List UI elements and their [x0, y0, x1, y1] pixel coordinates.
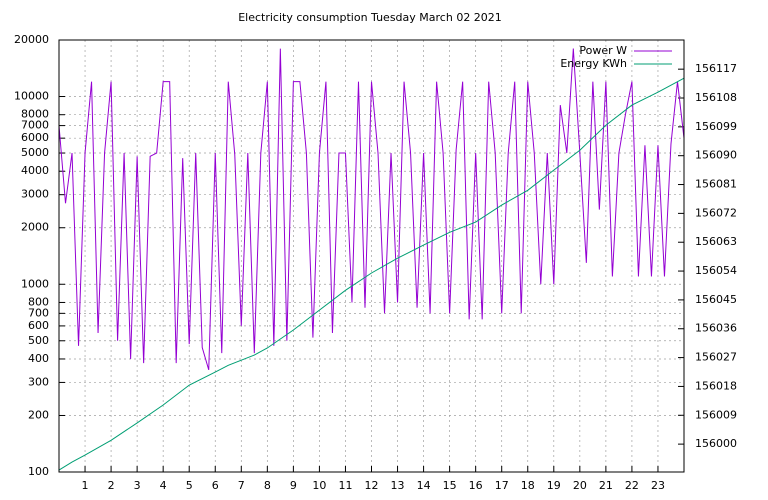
series-line	[58, 48, 685, 371]
y-tick-label: 100	[28, 465, 49, 478]
y-tick-label: 300	[28, 375, 49, 388]
y2-tick-label: 156018	[695, 379, 737, 392]
y-tick-label: 500	[28, 334, 49, 347]
y-tick-label: 10000	[14, 90, 49, 103]
x-tick-label: 2	[108, 479, 115, 492]
y-tick-label: 700	[28, 306, 49, 319]
x-tick-label: 22	[625, 479, 639, 492]
y2-tick-label: 156054	[695, 264, 737, 277]
legend-label: Energy KWh	[560, 57, 627, 70]
x-tick-label: 9	[290, 479, 297, 492]
y2-tick-label: 156117	[695, 62, 737, 75]
y-tick-label: 1000	[21, 277, 49, 290]
y2-tick-label: 156099	[695, 120, 737, 133]
x-tick-label: 5	[186, 479, 193, 492]
y-tick-label: 3000	[21, 188, 49, 201]
x-tick-label: 4	[160, 479, 167, 492]
x-tick-label: 16	[469, 479, 483, 492]
series-line	[58, 77, 685, 471]
x-tick-label: 13	[391, 479, 405, 492]
y2-tick-label: 156045	[695, 293, 737, 306]
y2-tick-label: 156090	[695, 149, 737, 162]
y-tick-label: 200	[28, 408, 49, 421]
x-tick-label: 21	[599, 479, 613, 492]
x-tick-label: 7	[238, 479, 245, 492]
y-tick-label: 20000	[14, 33, 49, 46]
y-tick-label: 6000	[21, 131, 49, 144]
y-tick-label: 600	[28, 319, 49, 332]
y-tick-label: 400	[28, 352, 49, 365]
x-tick-label: 15	[443, 479, 457, 492]
x-tick-label: 1	[82, 479, 89, 492]
x-tick-label: 20	[573, 479, 587, 492]
y-tick-label: 4000	[21, 164, 49, 177]
x-tick-label: 17	[495, 479, 509, 492]
x-tick-label: 14	[417, 479, 431, 492]
y2-tick-label: 156009	[695, 408, 737, 421]
x-tick-label: 8	[264, 479, 271, 492]
y2-tick-label: 156081	[695, 178, 737, 191]
plot-border	[58, 39, 685, 473]
x-tick-label: 12	[365, 479, 379, 492]
y-tick-label: 5000	[21, 146, 49, 159]
x-tick-label: 11	[338, 479, 352, 492]
legend-label: Power W	[579, 44, 627, 57]
x-tick-label: 19	[547, 479, 561, 492]
y2-tick-label: 156000	[695, 437, 737, 450]
y2-tick-label: 156063	[695, 235, 737, 248]
x-tick-label: 23	[651, 479, 665, 492]
y2-tick-label: 156072	[695, 206, 737, 219]
y-tick-label: 7000	[21, 119, 49, 132]
y2-tick-label: 156036	[695, 322, 737, 335]
x-tick-label: 18	[521, 479, 535, 492]
y-tick-label: 2000	[21, 221, 49, 234]
y-tick-label: 8000	[21, 108, 49, 121]
y-tick-label: 800	[28, 295, 49, 308]
y2-tick-label: 156027	[695, 351, 737, 364]
x-tick-label: 10	[312, 479, 326, 492]
x-tick-label: 6	[212, 479, 219, 492]
x-tick-label: 3	[134, 479, 141, 492]
y2-tick-label: 156108	[695, 91, 737, 104]
chart-title: Electricity consumption Tuesday March 02…	[238, 11, 502, 24]
